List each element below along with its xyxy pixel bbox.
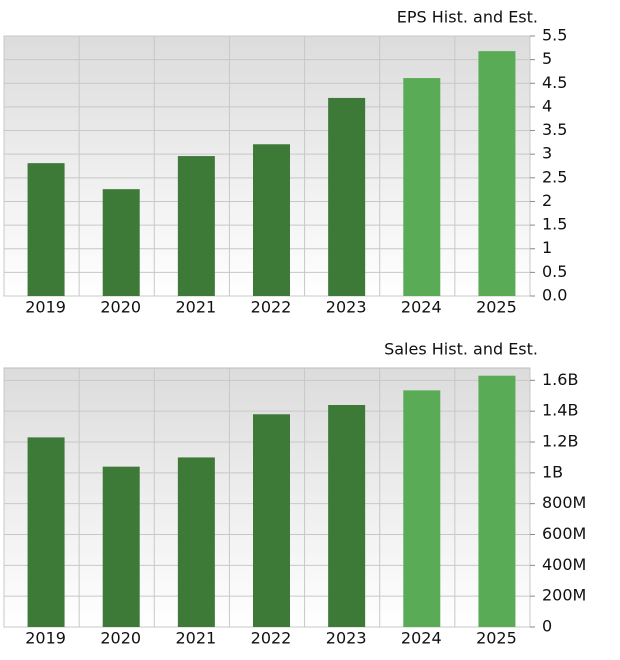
x-tick-label: 2021	[175, 298, 216, 317]
chart-title: EPS Hist. and Est.	[397, 8, 538, 27]
bar	[328, 97, 366, 296]
bar	[102, 466, 140, 627]
bar	[403, 78, 441, 296]
y-tick-label: 600M	[542, 524, 586, 543]
y-tick-label: 5	[542, 49, 552, 68]
y-tick-label: 4	[542, 96, 552, 115]
bar	[102, 189, 140, 296]
x-tick-label: 2024	[401, 629, 442, 648]
y-tick-label: 0.5	[542, 262, 567, 281]
y-tick-label: 1.5	[542, 215, 567, 234]
y-tick-label: 5.5	[542, 26, 567, 45]
y-tick-label: 1.2B	[542, 432, 578, 451]
bar	[177, 156, 215, 296]
y-tick-label: 1.4B	[542, 401, 578, 420]
chart-title: Sales Hist. and Est.	[384, 340, 538, 359]
x-tick-label: 2023	[326, 298, 367, 317]
x-tick-label: 2025	[476, 629, 517, 648]
bar	[27, 437, 65, 627]
y-tick-label: 0.0	[542, 286, 567, 305]
x-tick-label: 2021	[175, 629, 216, 648]
y-tick-label: 400M	[542, 555, 586, 574]
y-tick-label: 2	[542, 191, 552, 210]
y-tick-label: 200M	[542, 586, 586, 605]
bar	[478, 375, 516, 627]
y-tick-label: 3.5	[542, 120, 567, 139]
bar	[27, 163, 65, 296]
y-tick-label: 3	[542, 144, 552, 163]
x-tick-label: 2025	[476, 298, 517, 317]
y-tick-label: 1.6B	[542, 370, 578, 389]
x-tick-label: 2024	[401, 298, 442, 317]
bar	[253, 144, 290, 296]
y-tick-label: 800M	[542, 493, 586, 512]
x-tick-label: 2023	[326, 629, 367, 648]
y-tick-label: 2.5	[542, 167, 567, 186]
x-tick-label: 2020	[100, 629, 141, 648]
bar	[253, 414, 290, 627]
x-tick-label: 2022	[251, 298, 292, 317]
bar	[478, 51, 516, 296]
x-tick-label: 2022	[251, 629, 292, 648]
y-tick-label: 4.5	[542, 73, 567, 92]
y-tick-label: 1	[542, 238, 552, 257]
bar	[328, 405, 366, 627]
y-tick-label: 0	[542, 617, 552, 636]
x-tick-label: 2020	[100, 298, 141, 317]
x-tick-label: 2019	[25, 298, 66, 317]
y-tick-label: 1B	[542, 462, 563, 481]
bar	[403, 390, 441, 627]
bar	[177, 457, 215, 627]
x-tick-label: 2019	[25, 629, 66, 648]
